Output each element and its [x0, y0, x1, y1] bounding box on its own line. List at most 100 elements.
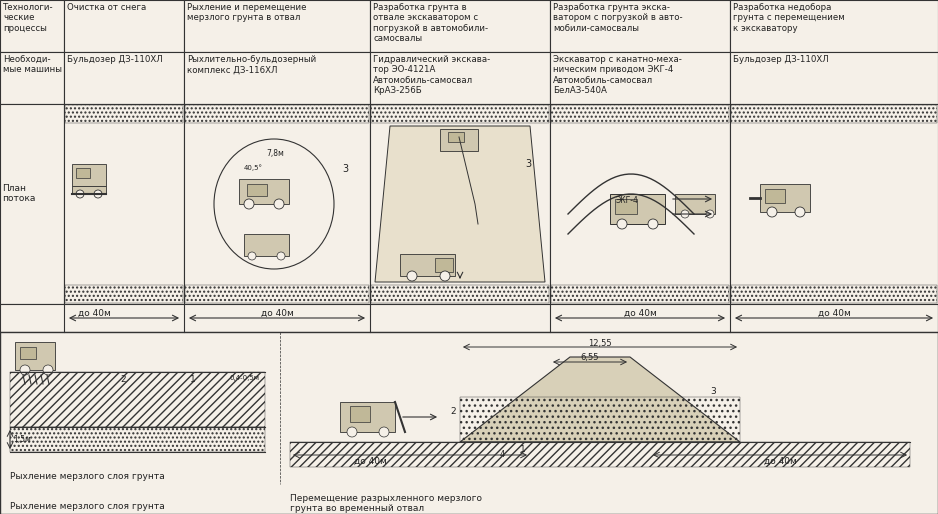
Bar	[239, 179, 289, 204]
Bar	[10, 427, 265, 452]
Text: Очистка от снега: Очистка от снега	[67, 3, 146, 12]
Circle shape	[795, 207, 805, 217]
Bar	[730, 104, 938, 304]
Bar	[370, 104, 550, 304]
Text: Перемещение разрыхленного мерзлого
грунта во временный отвал: Перемещение разрыхленного мерзлого грунт…	[290, 494, 482, 513]
Text: План
потока: План потока	[2, 184, 36, 204]
Bar	[185, 285, 369, 303]
Bar	[551, 285, 729, 303]
Bar	[730, 52, 938, 104]
Text: 3: 3	[525, 159, 531, 169]
Bar	[435, 258, 453, 272]
Bar	[244, 234, 289, 256]
Bar	[15, 342, 55, 370]
Text: Разработка грунта в
отвале экскаватором с
погрузкой в автомобили-
самосвалы: Разработка грунта в отвале экскаватором …	[373, 3, 488, 43]
Circle shape	[617, 219, 627, 229]
Text: 1: 1	[190, 375, 196, 384]
Text: Экскаватор с канатно-меха-
ническим приводом ЭКГ-4
Автомобиль-самосвал
БелАЗ-540: Экскаватор с канатно-меха- ническим прив…	[553, 55, 682, 95]
Text: Бульдозер ДЗ-110ХЛ: Бульдозер ДЗ-110ХЛ	[733, 55, 829, 64]
Text: 4: 4	[500, 450, 506, 459]
Bar	[370, 0, 550, 52]
Bar	[370, 52, 550, 104]
Text: Рыхлительно-бульдозерный
комплекс ДЗ-116ХЛ: Рыхлительно-бульдозерный комплекс ДЗ-116…	[187, 55, 316, 75]
Circle shape	[76, 190, 84, 198]
Circle shape	[277, 252, 285, 260]
Bar	[184, 0, 370, 52]
Bar	[185, 105, 369, 123]
Bar	[610, 194, 665, 224]
Text: 40,5°: 40,5°	[244, 164, 263, 171]
Circle shape	[379, 427, 389, 437]
Circle shape	[681, 210, 689, 218]
Text: 3: 3	[342, 164, 348, 174]
Bar	[448, 132, 464, 142]
Bar	[731, 285, 937, 303]
Circle shape	[440, 271, 450, 281]
Circle shape	[248, 252, 256, 260]
Bar	[0, 0, 64, 52]
Circle shape	[706, 210, 714, 218]
Bar	[550, 0, 730, 52]
Text: 3: 3	[710, 387, 716, 396]
Bar	[350, 406, 370, 422]
Text: 2: 2	[120, 375, 126, 384]
Bar	[0, 104, 64, 304]
Text: до 40м: до 40м	[818, 309, 851, 318]
Bar	[550, 104, 730, 304]
Circle shape	[43, 365, 53, 375]
Bar	[460, 397, 740, 442]
Text: 0,4-0,5м: 0,4-0,5м	[230, 375, 260, 381]
Circle shape	[94, 190, 102, 198]
Text: Гидравлический экскава-
тор ЭО-4121А
Автомобиль-самосвал
КрАЗ-256Б: Гидравлический экскава- тор ЭО-4121А Авт…	[373, 55, 491, 95]
Bar	[65, 285, 183, 303]
Text: Рыхление и перемещение
мерзлого грунта в отвал: Рыхление и перемещение мерзлого грунта в…	[187, 3, 307, 23]
Text: 12,55: 12,55	[588, 339, 612, 348]
Bar	[184, 52, 370, 104]
Bar	[72, 186, 106, 194]
Text: Разработка грунта экска-
ватором с погрузкой в авто-
мобили-самосвалы: Разработка грунта экска- ватором с погру…	[553, 3, 683, 33]
Bar	[760, 184, 810, 212]
Bar	[340, 402, 395, 432]
Bar	[550, 52, 730, 104]
Bar	[64, 0, 184, 52]
Text: Рыхление мерзлого слоя грунта: Рыхление мерзлого слоя грунта	[10, 502, 165, 511]
Bar	[76, 168, 90, 178]
Text: 2: 2	[450, 407, 456, 416]
Bar	[675, 194, 715, 214]
Bar	[765, 189, 785, 203]
Text: до 40м: до 40м	[764, 457, 796, 466]
Text: ЭКГ-4: ЭКГ-4	[616, 196, 639, 205]
Text: до 40м: до 40м	[354, 457, 386, 466]
Text: до 40м: до 40м	[624, 309, 657, 318]
Bar	[10, 372, 265, 427]
Text: 1: 1	[520, 445, 526, 454]
Circle shape	[347, 427, 357, 437]
Circle shape	[274, 199, 284, 209]
Bar	[0, 52, 64, 104]
Bar	[731, 105, 937, 123]
Bar	[371, 105, 549, 123]
Polygon shape	[375, 126, 545, 282]
Circle shape	[767, 207, 777, 217]
Bar	[551, 105, 729, 123]
Bar	[615, 199, 637, 214]
Circle shape	[20, 365, 30, 375]
Bar	[0, 304, 938, 332]
Bar	[64, 52, 184, 104]
Bar	[184, 104, 370, 304]
Circle shape	[244, 199, 254, 209]
Bar	[65, 105, 183, 123]
Bar	[730, 0, 938, 52]
Bar	[0, 332, 938, 514]
Polygon shape	[460, 357, 740, 442]
Bar	[64, 104, 184, 304]
Bar	[290, 442, 910, 467]
Text: 6,55: 6,55	[581, 353, 599, 362]
Text: до 40м: до 40м	[78, 309, 111, 318]
Bar	[247, 184, 267, 196]
Bar	[72, 164, 106, 186]
Text: 7,8м: 7,8м	[266, 149, 284, 158]
Text: до 40м: до 40м	[261, 309, 294, 318]
Text: 1,5м: 1,5м	[13, 435, 31, 444]
Circle shape	[407, 271, 417, 281]
